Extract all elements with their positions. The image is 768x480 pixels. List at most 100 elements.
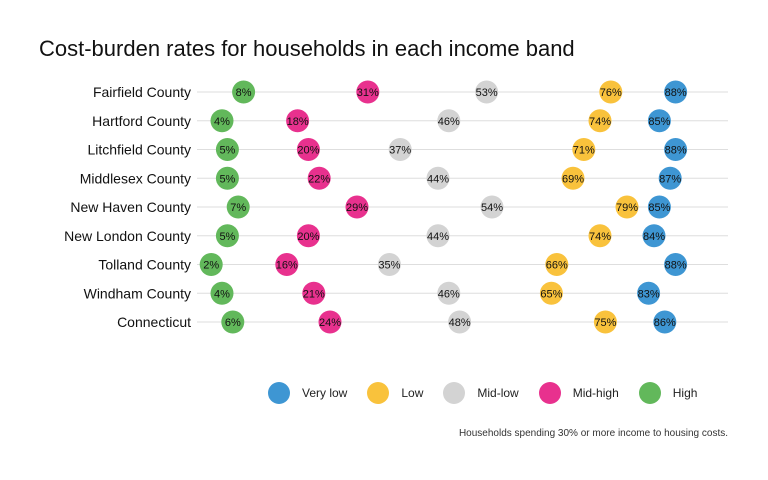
- data-label: 74%: [589, 231, 611, 243]
- dot-mid-high: [318, 310, 342, 334]
- data-label: 5%: [219, 145, 235, 157]
- chart-title: Cost-burden rates for households in each…: [39, 36, 575, 61]
- category-label: Litchfield County: [87, 142, 191, 158]
- data-label: 6%: [225, 317, 241, 329]
- dot-very-low: [664, 138, 688, 161]
- data-label: 75%: [594, 317, 616, 329]
- dot-high: [215, 224, 239, 248]
- data-label: 85%: [648, 202, 670, 214]
- category-label: Middlesex County: [80, 170, 191, 186]
- data-label: 4%: [214, 116, 230, 128]
- dot-low: [561, 166, 585, 190]
- dot-low: [572, 138, 596, 161]
- data-label: 66%: [546, 260, 568, 272]
- legend-swatch: [268, 382, 290, 404]
- dot-high: [215, 166, 239, 190]
- dot-low: [593, 310, 617, 334]
- data-label: 44%: [427, 173, 449, 185]
- dot-low: [588, 224, 612, 248]
- legend-label: Mid-low: [477, 386, 519, 400]
- dot-mid-high: [275, 253, 299, 276]
- data-label: 2%: [203, 260, 219, 272]
- data-label: 46%: [438, 116, 460, 128]
- category-label: Tolland County: [98, 257, 191, 273]
- dot-plot: Fairfield County Hartford County Litchfiel…: [64, 80, 728, 334]
- dot-mid-low: [475, 80, 499, 104]
- legend-swatch: [443, 382, 466, 404]
- data-label: 83%: [638, 288, 660, 300]
- data-label: 31%: [357, 87, 379, 99]
- dot-very-low: [642, 224, 666, 248]
- chart-caption: Households spending 30% or more income t…: [458, 428, 728, 439]
- dot-mid-low: [437, 109, 461, 133]
- dot-low: [545, 253, 569, 276]
- dot-high: [199, 253, 223, 276]
- dot-high: [210, 109, 234, 133]
- data-label: 86%: [654, 317, 676, 329]
- legend-swatch: [538, 382, 561, 404]
- data-label: 5%: [219, 231, 235, 243]
- dot-mid-high: [302, 281, 326, 305]
- data-label: 46%: [438, 288, 460, 300]
- dot-very-low: [653, 310, 677, 334]
- legend-label: Low: [401, 386, 424, 400]
- data-label: 44%: [427, 231, 449, 243]
- data-label: 88%: [665, 260, 687, 272]
- data-label: 18%: [287, 116, 309, 128]
- dot-very-low: [658, 166, 682, 190]
- dot-low: [588, 109, 612, 133]
- legend-swatch: [638, 382, 661, 404]
- dot-mid-low: [437, 281, 461, 305]
- legend-item: Very low: [268, 382, 347, 404]
- dot-high: [232, 80, 256, 104]
- data-label: 65%: [540, 288, 562, 300]
- dot-low: [539, 281, 563, 305]
- data-label: 48%: [449, 317, 471, 329]
- data-label: 84%: [643, 231, 665, 243]
- dot-very-low: [647, 195, 671, 219]
- data-label: 76%: [600, 87, 622, 99]
- data-label: 69%: [562, 173, 584, 185]
- legend-label: High: [672, 386, 698, 400]
- data-label: 22%: [308, 173, 330, 185]
- dot-mid-low: [426, 166, 450, 190]
- data-label: 88%: [665, 87, 687, 99]
- data-label: 88%: [665, 145, 687, 157]
- data-label: 85%: [648, 116, 670, 128]
- data-label: 29%: [346, 202, 368, 214]
- legend-swatch: [367, 382, 390, 404]
- dot-very-low: [647, 109, 671, 133]
- dot-mid-high: [356, 80, 380, 104]
- data-label: 16%: [276, 260, 298, 272]
- dot-mid-high: [286, 109, 310, 133]
- dot-low: [599, 80, 623, 104]
- dot-mid-high: [307, 166, 331, 190]
- category-label: Hartford County: [92, 113, 191, 129]
- dot-mid-low: [388, 138, 412, 161]
- dot-mid-high: [296, 224, 320, 248]
- data-label: 5%: [219, 173, 235, 185]
- data-label: 20%: [297, 145, 319, 157]
- dot-mid-low: [426, 224, 450, 248]
- category-label: New Haven County: [70, 199, 191, 215]
- dot-mid-high: [345, 195, 369, 219]
- legend-label: Mid-high: [572, 386, 619, 400]
- dot-low: [615, 195, 639, 219]
- data-label: 4%: [214, 288, 230, 300]
- data-label: 74%: [589, 116, 611, 128]
- dot-mid-low: [448, 310, 472, 334]
- dot-mid-high: [296, 138, 320, 161]
- data-label: 71%: [573, 145, 595, 157]
- data-label: 8%: [236, 87, 252, 99]
- legend-item: Mid-high: [538, 382, 619, 404]
- data-label: 79%: [616, 202, 638, 214]
- data-label: 35%: [378, 260, 400, 272]
- dot-very-low: [664, 253, 688, 276]
- legend-item: Low: [367, 382, 423, 404]
- dot-very-low: [664, 80, 688, 104]
- category-label: Fairfield County: [93, 84, 191, 100]
- dot-high: [215, 138, 239, 161]
- category-label: Windham County: [84, 285, 191, 301]
- data-label: 7%: [230, 202, 246, 214]
- data-label: 21%: [303, 288, 325, 300]
